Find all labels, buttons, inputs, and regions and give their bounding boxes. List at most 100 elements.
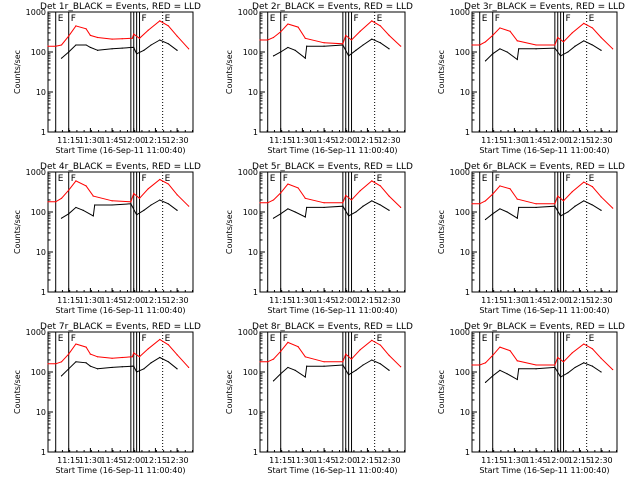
y-tick-label: 10 <box>248 88 258 97</box>
data-point-events <box>176 368 178 370</box>
data-point-lld <box>55 45 57 47</box>
panel-det-5: Det 5r_BLACK = Events, RED = LLD 1 10 100 10… <box>225 162 413 315</box>
data-point-events <box>121 366 123 368</box>
data-point-lld <box>509 350 511 352</box>
data-point-events <box>60 57 63 59</box>
y-axis-label: Counts/sec <box>437 210 446 254</box>
series-line-lld <box>260 339 402 368</box>
data-point-lld <box>159 20 161 22</box>
data-point-lld <box>97 356 99 358</box>
x-tick-label: 12:30 <box>378 136 401 145</box>
x-tick-label: 11:30 <box>503 136 526 145</box>
data-point-events <box>133 46 135 49</box>
data-point-lld <box>345 194 347 197</box>
data-point-events <box>143 49 145 51</box>
data-point-lld <box>400 45 402 47</box>
data-point-events <box>306 206 308 209</box>
data-point-events <box>130 203 132 205</box>
data-point-lld <box>554 364 556 366</box>
data-point-events <box>68 51 70 53</box>
data-point-lld <box>267 361 269 363</box>
data-point-events <box>583 200 585 202</box>
data-point-events <box>484 218 487 221</box>
data-point-lld <box>499 27 501 29</box>
marker-label: E <box>589 334 595 344</box>
data-point-events <box>600 209 602 211</box>
data-point-events <box>280 373 282 375</box>
data-point-events <box>82 209 84 211</box>
data-point-events <box>388 209 390 211</box>
panel-title: Det 3r_BLACK = Events, RED = LLD <box>464 2 625 12</box>
x-tick-label: 11:15 <box>57 136 80 145</box>
data-point-events <box>506 211 508 213</box>
data-point-events <box>518 206 520 209</box>
data-point-lld <box>147 188 149 190</box>
data-point-lld <box>571 191 573 193</box>
data-point-events <box>287 46 289 49</box>
data-point-events <box>280 51 282 53</box>
y-axis-label: Counts/sec <box>437 50 446 94</box>
plot-frame <box>471 331 618 453</box>
data-point-lld <box>272 358 275 360</box>
x-tick-label: 12:15 <box>356 136 379 145</box>
x-tick-label: 12:00 <box>122 136 145 145</box>
y-tick-label: 100 <box>31 208 46 217</box>
data-point-events <box>355 211 357 213</box>
data-point-events <box>355 369 357 371</box>
y-tick-label: 1 <box>41 448 46 457</box>
data-point-lld <box>176 194 178 196</box>
data-point-events <box>574 205 576 207</box>
marker-label: E <box>482 14 488 24</box>
data-point-lld <box>133 352 135 354</box>
data-point-events <box>388 369 390 371</box>
y-tick-label: 1000 <box>238 8 258 17</box>
y-tick-label: 100 <box>455 208 470 217</box>
x-tick-label: 12:30 <box>166 456 189 465</box>
series-line-events <box>61 39 178 59</box>
data-point-events <box>136 371 138 373</box>
data-point-lld <box>484 200 487 202</box>
data-point-lld <box>138 197 141 199</box>
marker-label: E <box>58 174 64 184</box>
data-point-lld <box>479 44 481 46</box>
data-point-lld <box>133 33 135 35</box>
marker-label: E <box>165 14 171 24</box>
data-point-lld <box>176 354 178 356</box>
data-point-events <box>294 211 296 213</box>
data-point-events <box>306 45 308 47</box>
panel-title: Det 8r_BLACK = Events, RED = LLD <box>252 322 413 332</box>
data-point-lld <box>388 34 390 37</box>
data-point-events <box>348 215 350 217</box>
data-point-events <box>272 380 275 382</box>
y-tick-label: 100 <box>243 368 258 377</box>
y-axis-label: Counts/sec <box>13 50 22 94</box>
data-point-events <box>348 55 350 57</box>
y-tick-label: 1000 <box>238 328 258 337</box>
data-point-events <box>516 378 518 381</box>
data-point-lld <box>188 205 190 207</box>
marker-label: E <box>270 334 276 344</box>
x-tick-label: 12:15 <box>144 136 167 145</box>
x-tick-label: 11:15 <box>57 296 80 305</box>
data-point-lld <box>60 44 63 46</box>
marker-label: F <box>566 334 571 344</box>
data-point-events <box>159 199 161 201</box>
x-tick-label: 11:15 <box>269 456 292 465</box>
data-point-events <box>362 205 364 207</box>
marker-label: F <box>495 334 500 344</box>
data-point-events <box>89 46 91 49</box>
data-point-lld <box>591 186 594 188</box>
data-point-lld <box>75 180 77 182</box>
x-axis-label: Start Time (16-Sep-11 11:00:40) <box>55 466 185 475</box>
marker-label: F <box>354 14 359 24</box>
series-line-events <box>485 200 602 220</box>
data-point-events <box>121 47 123 49</box>
data-point-events <box>92 215 94 217</box>
panel-title: Det 2r_BLACK = Events, RED = LLD <box>252 2 413 12</box>
data-point-lld <box>304 37 306 39</box>
data-point-lld <box>131 37 133 39</box>
series-line-events <box>273 38 390 60</box>
x-tick-label: 12:00 <box>334 296 357 305</box>
data-point-events <box>499 208 501 210</box>
data-point-events <box>554 205 556 207</box>
